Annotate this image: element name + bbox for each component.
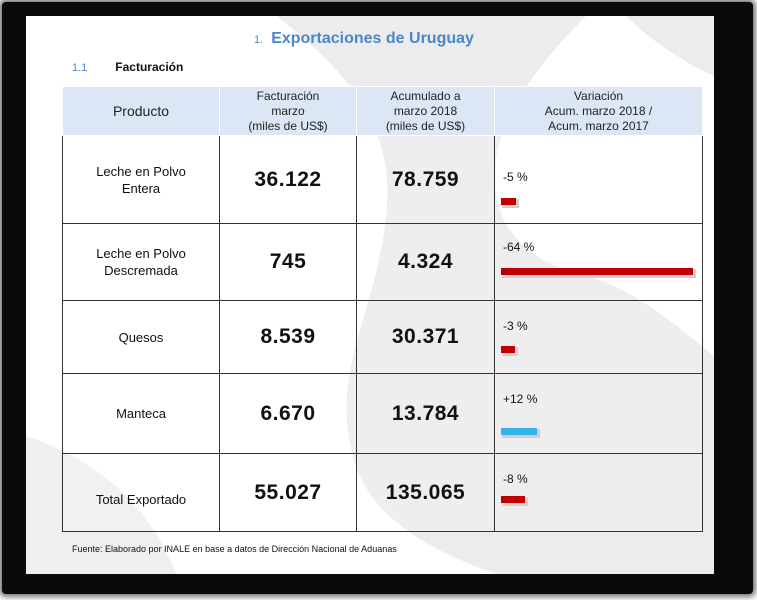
- section-number: 1.: [254, 34, 264, 46]
- variacion-bar: [501, 428, 537, 435]
- product-name-cell: Total Exportado: [62, 453, 220, 532]
- table-header-row: Producto Facturación marzo (miles de US$…: [62, 86, 703, 136]
- header-facturacion: Facturación marzo (miles de US$): [219, 86, 357, 136]
- subsection-title-text: Facturación: [115, 60, 184, 74]
- header-acumulado: Acumulado a marzo 2018 (miles de US$): [356, 86, 495, 136]
- table-row: Leche en Polvo Entera 36.122 78.759 -5 %: [62, 135, 703, 224]
- variacion-cell: -3 %: [494, 300, 703, 374]
- variacion-cell: -8 %: [494, 453, 703, 532]
- variacion-label: -3 %: [503, 319, 528, 333]
- variacion-cell: -5 %: [494, 135, 703, 224]
- acumulado-cell: 13.784: [356, 373, 495, 454]
- section-title-text: Exportaciones de Uruguay: [271, 30, 474, 47]
- facturacion-cell: 6.670: [219, 373, 357, 454]
- variacion-bar: [501, 198, 516, 205]
- facturacion-cell: 8.539: [219, 300, 357, 374]
- subsection-title: 1.1 Facturación: [72, 60, 183, 74]
- header-variacion: Variación Acum. marzo 2018 / Acum. marzo…: [494, 86, 703, 136]
- facturacion-cell: 55.027: [219, 453, 357, 532]
- source-note: Fuente: Elaborado por INALE en base a da…: [72, 544, 397, 554]
- variacion-bar: [501, 268, 693, 275]
- product-name-cell: Manteca: [62, 373, 220, 454]
- table-row: Manteca 6.670 13.784 +12 %: [62, 373, 703, 454]
- document-frame: 1. Exportaciones de Uruguay 1.1 Facturació…: [2, 2, 753, 594]
- header-producto: Producto: [62, 86, 220, 136]
- table-row: Total Exportado 55.027 135.065 -8 %: [62, 453, 703, 532]
- product-name-cell: Quesos: [62, 300, 220, 374]
- variacion-label: -5 %: [503, 170, 528, 184]
- table-row: Leche en Polvo Descremada 745 4.324 -64 %: [62, 223, 703, 301]
- acumulado-cell: 30.371: [356, 300, 495, 374]
- table-row: Quesos 8.539 30.371 -3 %: [62, 300, 703, 374]
- variacion-bar: [501, 496, 525, 503]
- subsection-number: 1.1: [72, 62, 88, 74]
- product-name-cell: Leche en Polvo Descremada: [62, 223, 220, 301]
- variacion-cell: +12 %: [494, 373, 703, 454]
- variacion-cell: -64 %: [494, 223, 703, 301]
- exports-table: Producto Facturación marzo (miles de US$…: [62, 86, 703, 532]
- acumulado-cell: 4.324: [356, 223, 495, 301]
- variacion-label: +12 %: [503, 392, 538, 406]
- acumulado-cell: 135.065: [356, 453, 495, 532]
- facturacion-cell: 745: [219, 223, 357, 301]
- document-page: 1. Exportaciones de Uruguay 1.1 Facturació…: [26, 16, 714, 574]
- variacion-bar: [501, 346, 515, 353]
- product-name-cell: Leche en Polvo Entera: [62, 135, 220, 224]
- facturacion-cell: 36.122: [219, 135, 357, 224]
- acumulado-cell: 78.759: [356, 135, 495, 224]
- section-title: 1. Exportaciones de Uruguay: [254, 30, 474, 48]
- variacion-label: -8 %: [503, 472, 528, 486]
- variacion-label: -64 %: [503, 240, 535, 254]
